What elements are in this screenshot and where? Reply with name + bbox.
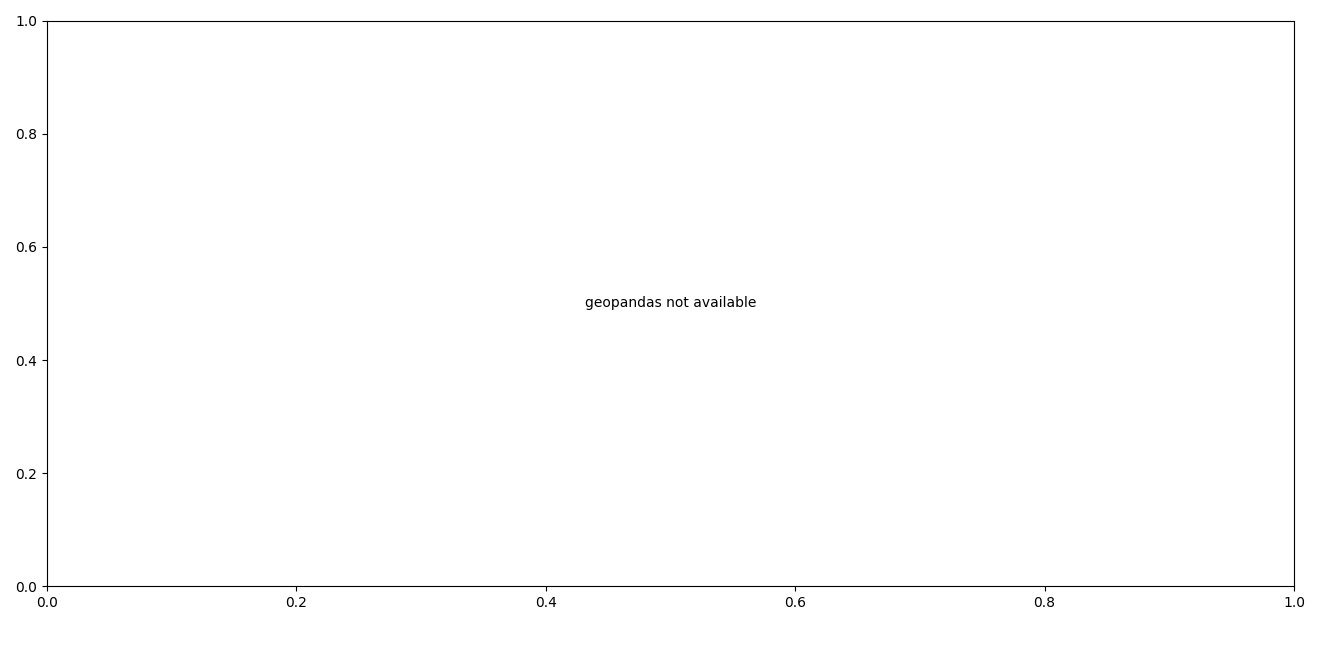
Text: geopandas not available: geopandas not available [585, 297, 756, 311]
